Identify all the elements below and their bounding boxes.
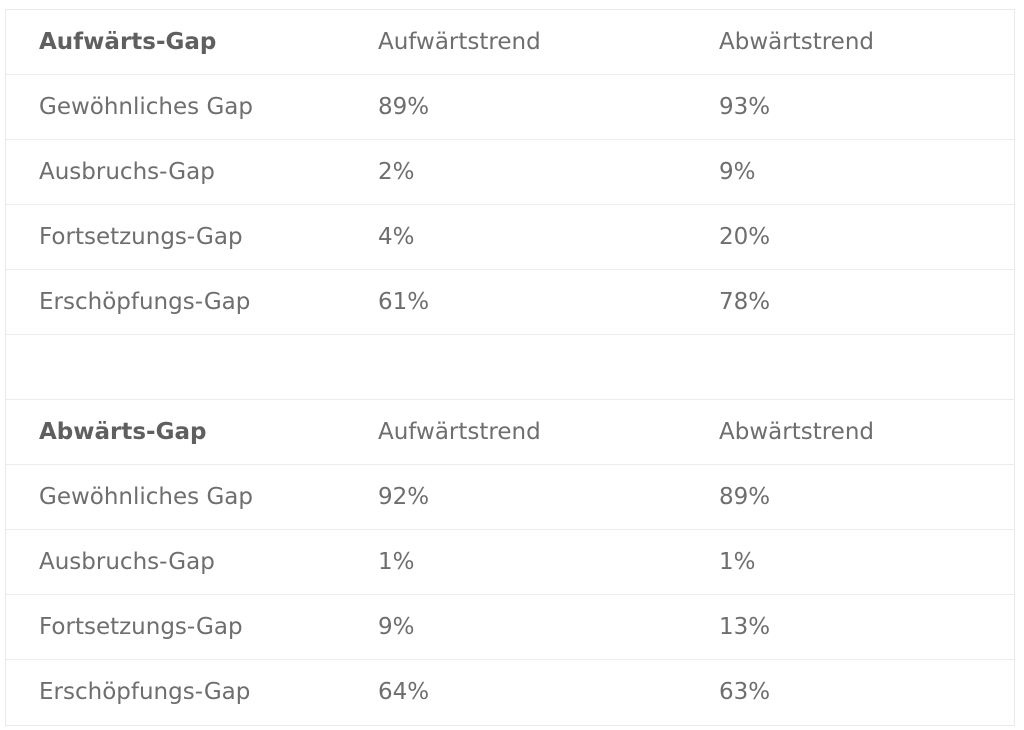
downtrend-value: 63% <box>719 679 771 705</box>
row-label: Ausbruchs-Gap <box>39 159 215 185</box>
downtrend-value: 93% <box>719 94 771 120</box>
table-row: Gewöhnliches Gap 92% 89% <box>6 465 1014 530</box>
uptrend-value: 2% <box>378 159 415 185</box>
row-label: Fortsetzungs-Gap <box>39 614 243 640</box>
header-cell-gap-type: Abwärts-Gap <box>39 419 207 445</box>
downtrend-value: 20% <box>719 224 771 250</box>
downtrend-value: 9% <box>719 159 756 185</box>
uptrend-value: 89% <box>378 94 430 120</box>
uptrend-value: 92% <box>378 484 430 510</box>
table-row: Erschöpfungs-Gap 64% 63% <box>6 660 1014 725</box>
row-label: Erschöpfungs-Gap <box>39 679 251 705</box>
downtrend-value: 13% <box>719 614 771 640</box>
table-row: Fortsetzungs-Gap 9% 13% <box>6 595 1014 660</box>
uptrend-value: 9% <box>378 614 415 640</box>
gap-statistics-table: Aufwärts-Gap Aufwärtstrend Abwärtstrend … <box>5 9 1015 726</box>
row-label: Erschöpfungs-Gap <box>39 289 251 315</box>
uptrend-value: 1% <box>378 549 415 575</box>
row-label: Ausbruchs-Gap <box>39 549 215 575</box>
downtrend-value: 89% <box>719 484 771 510</box>
table-row: Fortsetzungs-Gap 4% 20% <box>6 205 1014 270</box>
uptrend-value: 64% <box>378 679 430 705</box>
uptrend-value: 61% <box>378 289 430 315</box>
header-cell-downtrend: Abwärtstrend <box>719 419 874 445</box>
uptrend-value: 4% <box>378 224 415 250</box>
header-cell-uptrend: Aufwärtstrend <box>378 419 541 445</box>
header-cell-downtrend: Abwärtstrend <box>719 29 874 55</box>
row-label: Gewöhnliches Gap <box>39 484 253 510</box>
header-cell-gap-type: Aufwärts-Gap <box>39 29 217 55</box>
table-header-row: Aufwärts-Gap Aufwärtstrend Abwärtstrend <box>6 10 1014 75</box>
header-cell-uptrend: Aufwärtstrend <box>378 29 541 55</box>
row-label: Gewöhnliches Gap <box>39 94 253 120</box>
row-label: Fortsetzungs-Gap <box>39 224 243 250</box>
table-row: Erschöpfungs-Gap 61% 78% <box>6 270 1014 335</box>
downtrend-value: 1% <box>719 549 756 575</box>
table-row: Ausbruchs-Gap 2% 9% <box>6 140 1014 205</box>
table-spacer-row <box>6 335 1014 400</box>
table-header-row: Abwärts-Gap Aufwärtstrend Abwärtstrend <box>6 400 1014 465</box>
table-row: Ausbruchs-Gap 1% 1% <box>6 530 1014 595</box>
downtrend-value: 78% <box>719 289 771 315</box>
table-row: Gewöhnliches Gap 89% 93% <box>6 75 1014 140</box>
